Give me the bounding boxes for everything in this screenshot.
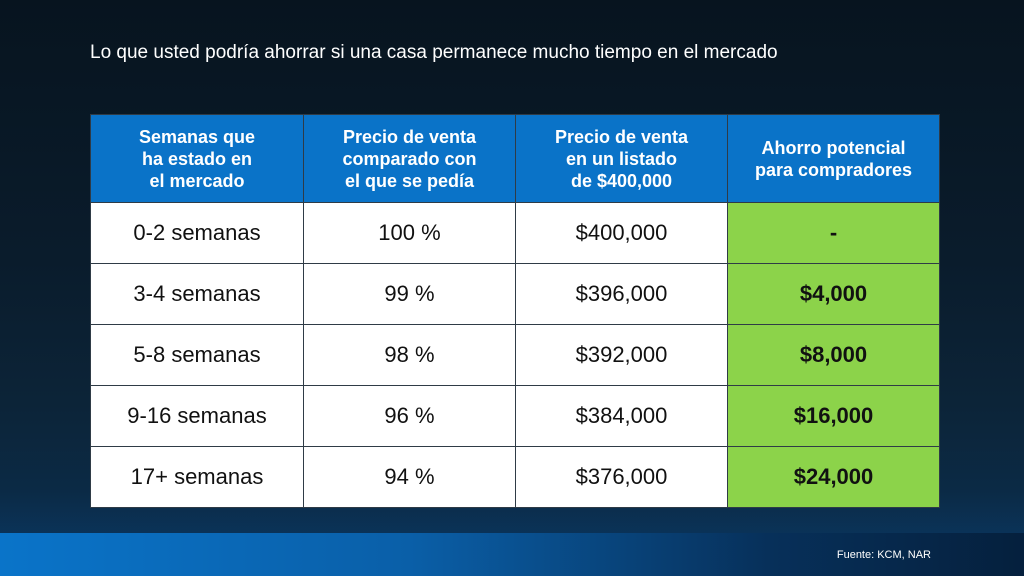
cell-price: $392,000 xyxy=(515,324,728,386)
header-sale-price: Precio de venta en un listado de $400,00… xyxy=(515,114,728,203)
cell-weeks: 17+ semanas xyxy=(90,446,304,508)
cell-price: $396,000 xyxy=(515,263,728,325)
cell-weeks: 3-4 semanas xyxy=(90,263,304,325)
bottom-band xyxy=(0,533,1024,576)
cell-savings: $24,000 xyxy=(727,446,940,508)
header-savings: Ahorro potencial para compradores xyxy=(727,114,940,203)
table-row: 17+ semanas 94 % $376,000 $24,000 xyxy=(90,446,940,508)
cell-weeks: 9-16 semanas xyxy=(90,385,304,447)
cell-price: $376,000 xyxy=(515,446,728,508)
cell-pct: 98 % xyxy=(303,324,516,386)
cell-weeks: 5-8 semanas xyxy=(90,324,304,386)
header-sale-pct: Precio de venta comparado con el que se … xyxy=(303,114,516,203)
cell-pct: 94 % xyxy=(303,446,516,508)
cell-pct: 99 % xyxy=(303,263,516,325)
table-header-row: Semanas que ha estado en el mercado Prec… xyxy=(90,114,940,203)
source-note: Fuente: KCM, NAR xyxy=(836,549,931,561)
cell-pct: 100 % xyxy=(303,202,516,264)
slide-title: Lo que usted podría ahorrar si una casa … xyxy=(90,42,778,63)
cell-price: $400,000 xyxy=(515,202,728,264)
table-row: 3-4 semanas 99 % $396,000 $4,000 xyxy=(90,263,940,325)
table-row: 0-2 semanas 100 % $400,000 - xyxy=(90,202,940,264)
header-weeks: Semanas que ha estado en el mercado xyxy=(90,114,304,203)
cell-savings: $16,000 xyxy=(727,385,940,447)
cell-weeks: 0-2 semanas xyxy=(90,202,304,264)
cell-price: $384,000 xyxy=(515,385,728,447)
savings-table: Semanas que ha estado en el mercado Prec… xyxy=(90,114,940,508)
table-row: 5-8 semanas 98 % $392,000 $8,000 xyxy=(90,324,940,386)
cell-savings: - xyxy=(727,202,940,264)
table-row: 9-16 semanas 96 % $384,000 $16,000 xyxy=(90,385,940,447)
cell-savings: $8,000 xyxy=(727,324,940,386)
cell-savings: $4,000 xyxy=(727,263,940,325)
cell-pct: 96 % xyxy=(303,385,516,447)
